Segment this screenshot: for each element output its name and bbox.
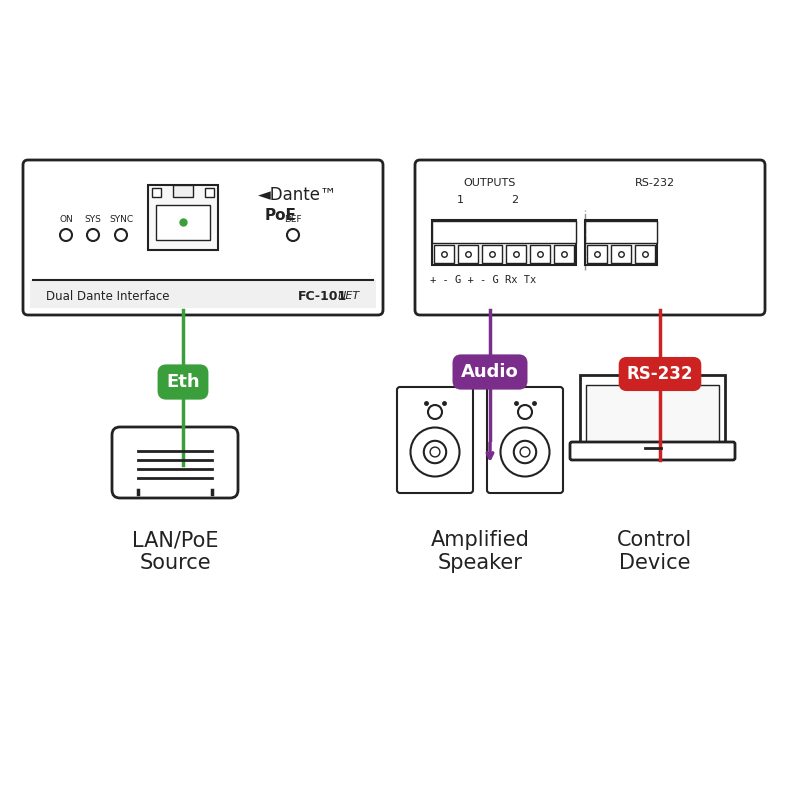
Bar xyxy=(585,221,657,243)
Bar xyxy=(432,221,576,243)
Bar xyxy=(482,245,502,263)
Text: LAN/PoE
Source: LAN/PoE Source xyxy=(132,530,218,573)
Text: DEF: DEF xyxy=(284,215,302,225)
Text: OUTPUTS: OUTPUTS xyxy=(464,178,516,188)
Bar xyxy=(585,220,657,265)
FancyBboxPatch shape xyxy=(112,427,238,498)
Text: SYS: SYS xyxy=(85,215,102,225)
Text: 1: 1 xyxy=(457,195,463,205)
Bar xyxy=(506,245,526,263)
FancyBboxPatch shape xyxy=(397,387,473,493)
Text: ON: ON xyxy=(59,215,73,225)
Text: NET: NET xyxy=(338,291,360,301)
Bar xyxy=(205,188,214,197)
Text: RS-232: RS-232 xyxy=(626,365,694,383)
Text: Eth: Eth xyxy=(166,373,200,391)
Bar xyxy=(554,245,574,263)
FancyBboxPatch shape xyxy=(487,387,563,493)
Text: Control
Device: Control Device xyxy=(618,530,693,573)
Text: Dual Dante Interface: Dual Dante Interface xyxy=(46,290,170,302)
Bar xyxy=(611,245,631,263)
Bar xyxy=(152,188,161,197)
FancyBboxPatch shape xyxy=(570,442,735,460)
Text: 2: 2 xyxy=(511,195,518,205)
Bar xyxy=(587,245,607,263)
Bar xyxy=(148,185,218,250)
Text: SYNC: SYNC xyxy=(109,215,133,225)
Bar xyxy=(586,385,719,442)
Text: PoE: PoE xyxy=(265,207,297,222)
FancyBboxPatch shape xyxy=(415,160,765,315)
Bar xyxy=(458,245,478,263)
Bar xyxy=(173,185,193,197)
Text: FC-101: FC-101 xyxy=(298,290,347,302)
Text: ◄Dante™: ◄Dante™ xyxy=(258,186,338,204)
Bar xyxy=(432,220,576,265)
Bar xyxy=(156,205,210,240)
Bar xyxy=(434,245,454,263)
Bar xyxy=(30,280,376,308)
Bar xyxy=(635,245,655,263)
Text: RS-232: RS-232 xyxy=(635,178,675,188)
Text: Audio: Audio xyxy=(461,363,519,381)
Text: Amplified
Speaker: Amplified Speaker xyxy=(430,530,530,573)
Bar xyxy=(580,375,725,448)
Text: + - G + - G Rx Tx: + - G + - G Rx Tx xyxy=(430,275,536,285)
FancyBboxPatch shape xyxy=(23,160,383,315)
Bar xyxy=(530,245,550,263)
